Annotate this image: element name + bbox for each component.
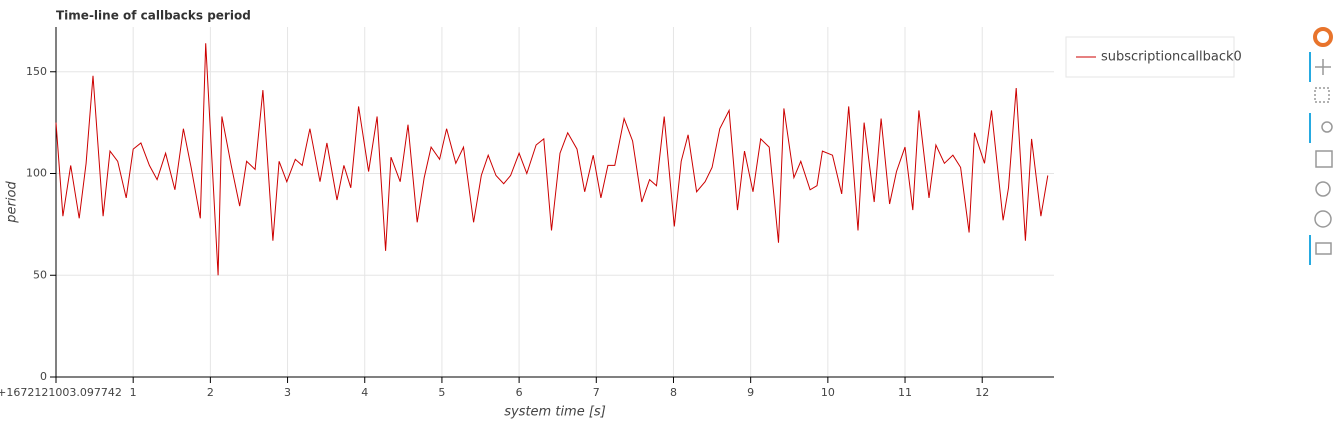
x-tick-label: 7 — [593, 386, 600, 399]
legend: subscriptioncallback0 — [1065, 36, 1242, 78]
y-tick-label: 50 — [33, 268, 47, 281]
x-tick-label: 3 — [284, 386, 291, 399]
pan-tool[interactable] — [1315, 59, 1331, 75]
legend-label: subscriptioncallback0 — [1101, 50, 1242, 65]
x-tick-label: 12 — [975, 386, 989, 399]
x-tick-label: 8 — [670, 386, 677, 399]
x-tick-label: 11 — [898, 386, 912, 399]
toolbar — [1309, 27, 1333, 265]
save-tool[interactable] — [1315, 150, 1333, 168]
y-tick-label: 100 — [26, 167, 47, 180]
x-tick-label: 6 — [516, 386, 523, 399]
box-zoom-tool[interactable] — [1314, 87, 1330, 103]
y-tick-label: 150 — [26, 65, 47, 78]
chart-title: Time-line of callbacks period — [56, 9, 251, 23]
x-tick-label: 10 — [821, 386, 835, 399]
x-tick-label: 9 — [747, 386, 754, 399]
wheel-zoom-tool[interactable] — [1321, 121, 1333, 133]
x-axis-label: system time [s] — [504, 405, 606, 420]
help-tool[interactable] — [1314, 210, 1332, 228]
y-axis-label: period — [5, 181, 20, 224]
x-tick-label: 0+1672121003.097742 — [0, 386, 122, 399]
hover-tool[interactable] — [1315, 242, 1332, 255]
x-tick-label: 1 — [130, 386, 137, 399]
data-line — [55, 43, 1049, 276]
x-tick-label: 2 — [207, 386, 214, 399]
x-tick-label: 5 — [438, 386, 445, 399]
reset-tool[interactable] — [1315, 181, 1331, 197]
x-tick-label: 4 — [361, 386, 368, 399]
y-tick-label: 0 — [40, 370, 47, 383]
logo — [1313, 27, 1333, 47]
